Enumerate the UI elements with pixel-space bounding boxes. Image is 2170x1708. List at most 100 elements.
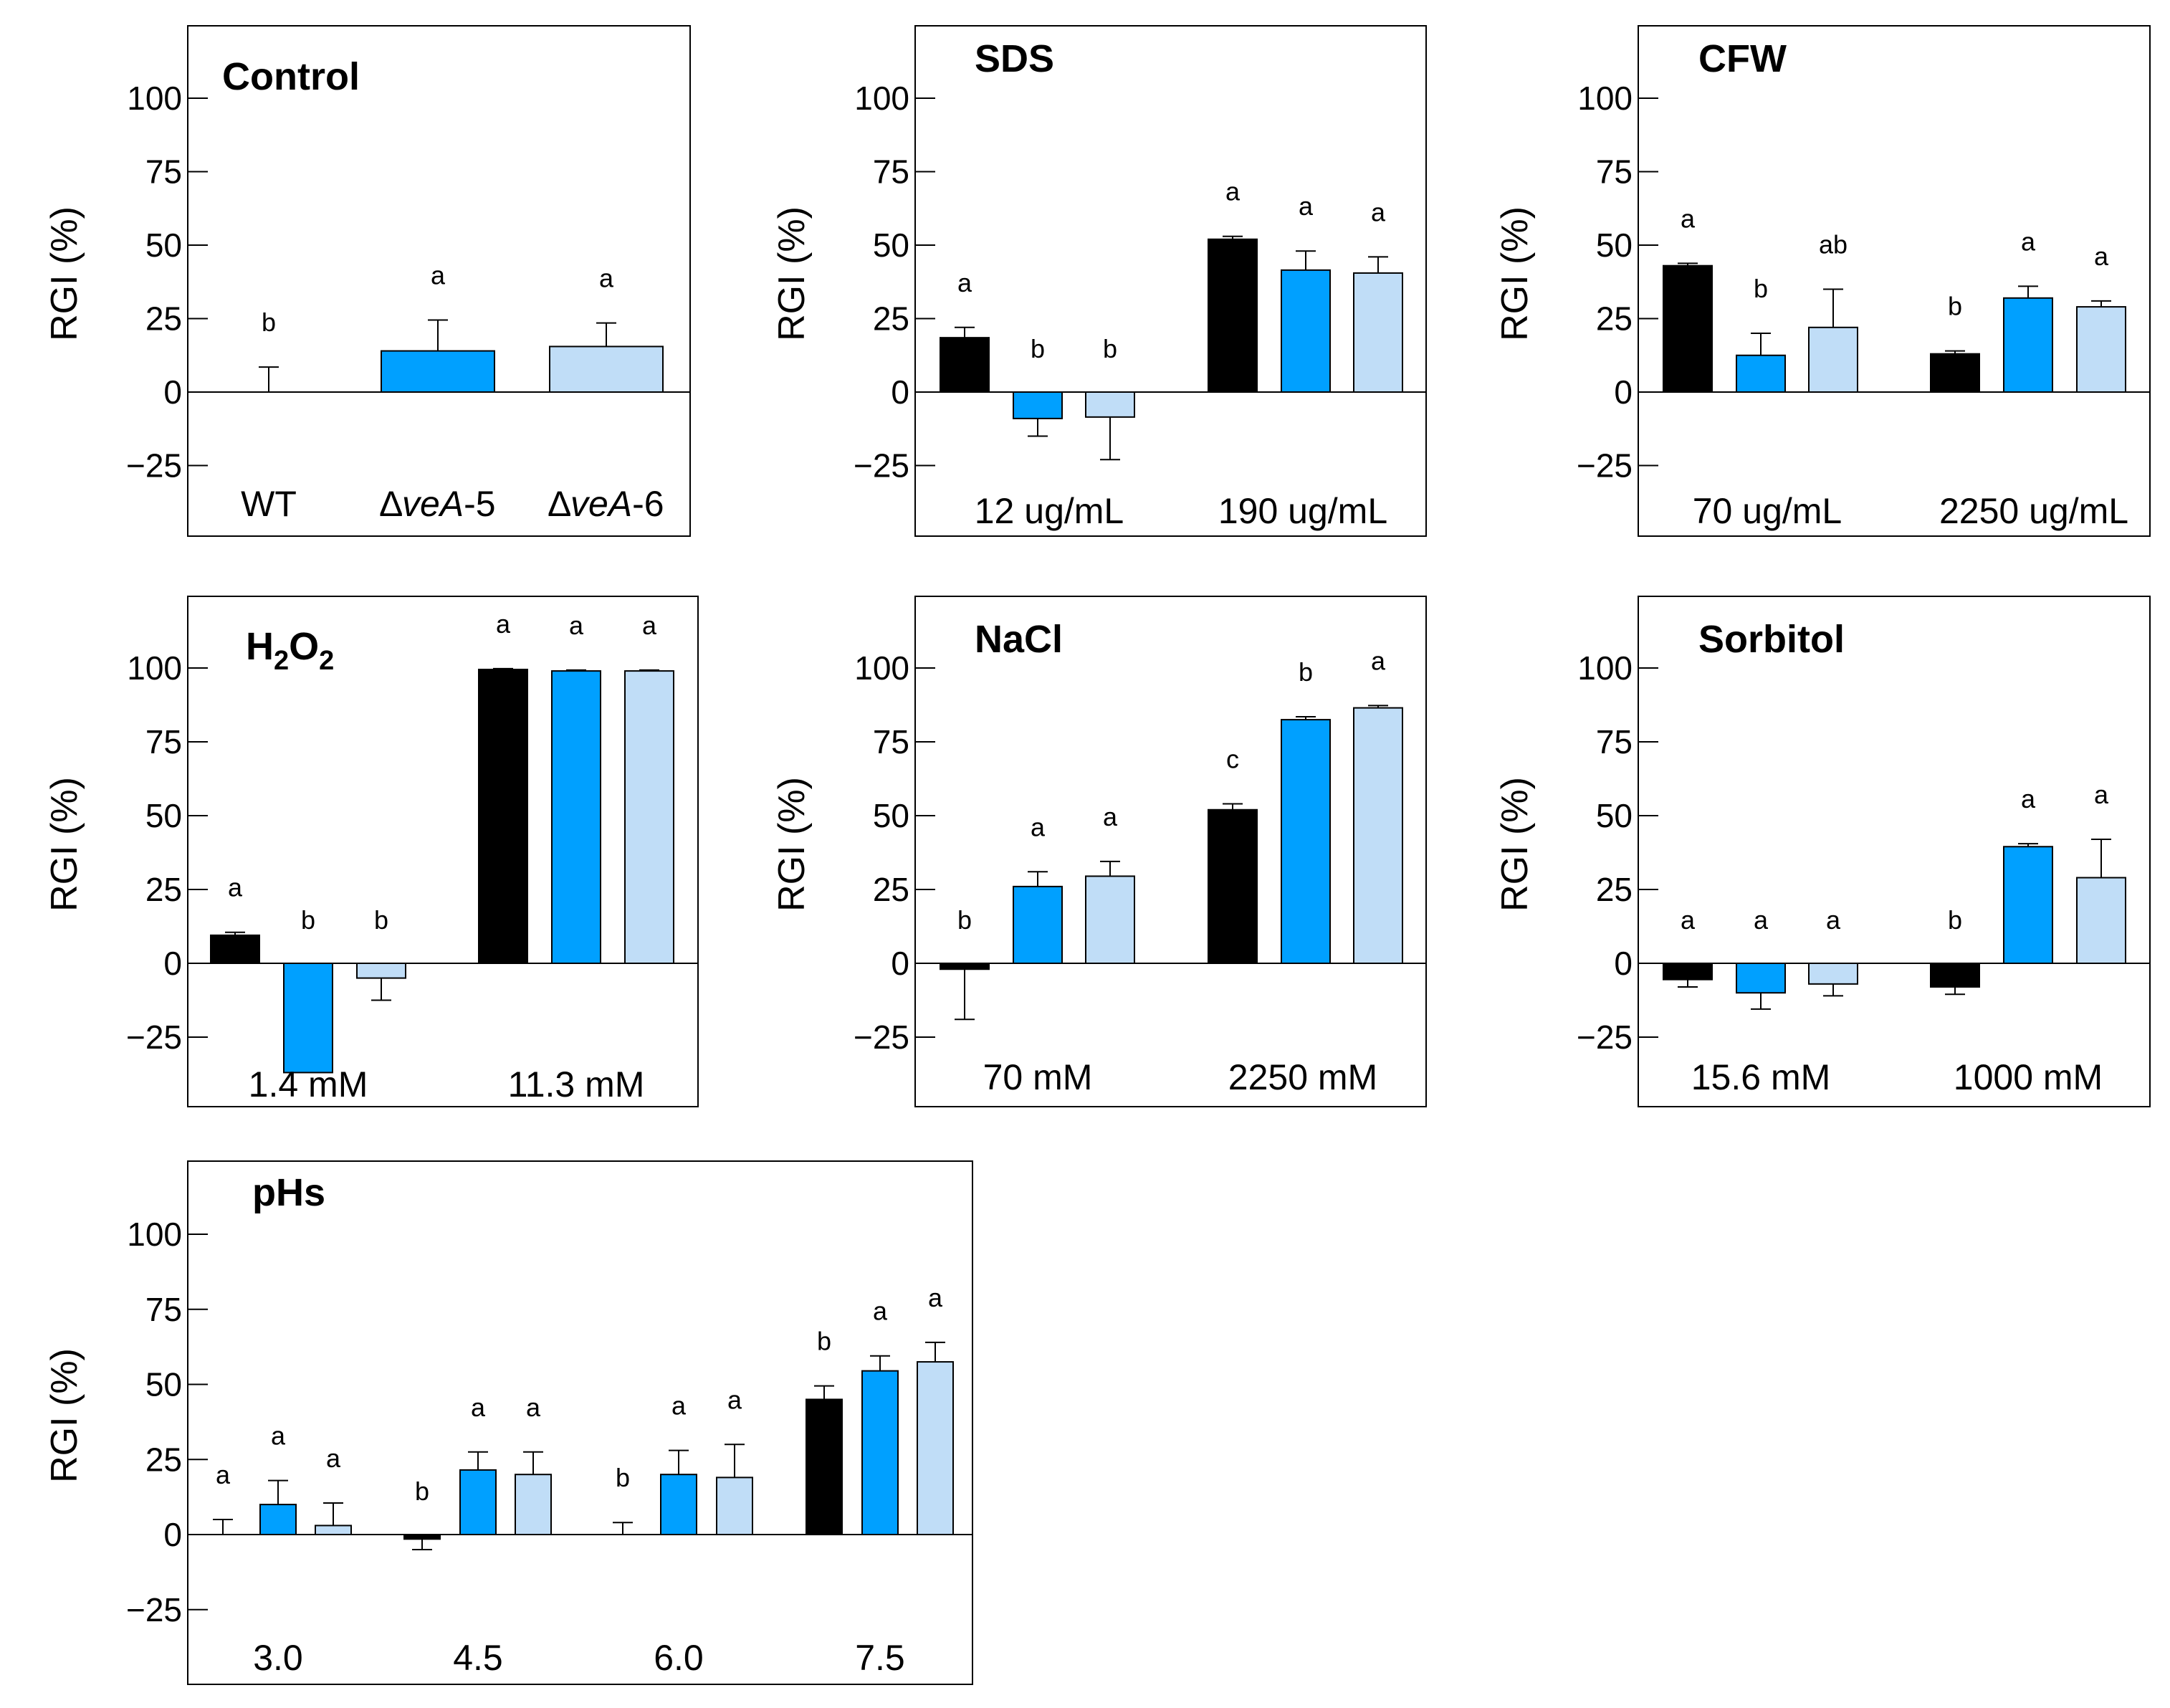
significance-letter: ab (1819, 230, 1848, 259)
bar-veA5 (1281, 719, 1331, 964)
significance-letter: a (2021, 226, 2036, 256)
bar-veA6 (515, 1474, 552, 1535)
plot-frame (187, 596, 699, 1107)
significance-letter: a (1103, 802, 1118, 831)
y-tick-label: 25 (145, 871, 182, 908)
y-tick-label: 0 (163, 373, 182, 411)
chart-panel-4: 100 75 50 25 0 −25 RGI (%) NaCl b a a c b a 70 mM 2250 … (771, 596, 1427, 1107)
y-tick-label: 100 (127, 649, 182, 687)
plot-frame (914, 25, 1427, 537)
bar-veA6 (1353, 707, 1403, 964)
strain-label-part: -6 (632, 484, 664, 524)
significance-letter: a (1225, 177, 1241, 206)
significance-letter: a (2094, 242, 2109, 271)
y-axis-label: RGI (%) (771, 206, 813, 341)
y-tick-label: 75 (1596, 153, 1633, 191)
bar-wt (1930, 353, 1980, 393)
bar-veA5 (459, 1469, 497, 1536)
plot-frame (1638, 25, 2151, 537)
y-tick-label: 100 (1577, 80, 1633, 117)
significance-letter: a (671, 1391, 687, 1421)
bar-wt (478, 669, 528, 964)
bar-veA6 (1808, 326, 1858, 393)
x-category-label: 12 ug/mL (975, 491, 1124, 531)
x-category-label: 7.5 (855, 1638, 905, 1678)
bar-veA6 (1353, 272, 1403, 393)
significance-letter: a (431, 261, 446, 290)
x-category-label: 1000 mM (1954, 1057, 2103, 1097)
significance-letter: b (957, 905, 972, 935)
y-tick-label: −25 (854, 447, 909, 485)
significance-letter: b (616, 1463, 630, 1492)
significance-letter: a (1031, 812, 1046, 841)
bar-veA5 (861, 1370, 899, 1536)
bar-veA5 (381, 350, 495, 393)
bar-wt (940, 963, 990, 970)
significance-letter: a (2021, 784, 2036, 814)
significance-letter: a (1299, 191, 1314, 221)
bar-wt (1663, 264, 1713, 393)
panel-title: CFW (1698, 37, 1787, 80)
x-category-label: 2250 mM (1228, 1057, 1377, 1097)
x-category-label: 2250 ug/mL (1939, 491, 2128, 531)
x-category-label: 190 ug/mL (1218, 491, 1387, 531)
bar-veA6 (315, 1525, 352, 1535)
plot-frame (914, 596, 1427, 1107)
significance-letter: a (1826, 905, 1841, 935)
y-axis-label: RGI (%) (44, 777, 85, 912)
bar-wt (1208, 808, 1258, 965)
y-tick-label: 50 (145, 797, 182, 834)
bar-wt (403, 1534, 441, 1540)
bar-veA5 (660, 1474, 697, 1535)
panel-title-part: H (246, 625, 274, 668)
bar-veA5 (2003, 297, 2053, 393)
bar-veA5 (1013, 391, 1063, 419)
bar-veA6 (2076, 877, 2126, 965)
significance-letter: b (262, 307, 276, 337)
significance-letter: b (1948, 292, 1962, 321)
y-axis-label: RGI (%) (1494, 777, 1536, 912)
bar-wt (1208, 238, 1258, 393)
significance-letter: b (1103, 334, 1117, 363)
significance-letter: a (326, 1444, 341, 1473)
y-tick-label: 100 (1577, 649, 1633, 687)
significance-letter: b (374, 905, 388, 935)
strain-label-part: ∆ (548, 484, 570, 524)
y-tick-label: 0 (163, 945, 182, 982)
y-tick-label: 75 (873, 153, 909, 191)
panel-title-part: O (289, 625, 319, 668)
bar-veA5 (551, 670, 601, 964)
bar-veA6 (1085, 391, 1135, 418)
y-tick-label: −25 (854, 1018, 909, 1056)
y-tick-label: −25 (1577, 447, 1633, 485)
significance-letter: a (1681, 204, 1696, 233)
significance-letter: b (1948, 905, 1962, 935)
y-tick-label: 0 (891, 373, 909, 411)
y-tick-label: 25 (145, 1441, 182, 1478)
significance-letter: a (496, 609, 511, 639)
y-axis-label: RGI (%) (44, 206, 85, 341)
bar-veA6 (917, 1361, 954, 1535)
y-tick-label: 50 (873, 226, 909, 264)
plot-frame (187, 25, 691, 537)
significance-letter: b (415, 1476, 429, 1506)
y-tick-label: −25 (126, 447, 182, 485)
significance-letter: a (216, 1460, 231, 1489)
significance-letter: a (569, 611, 584, 640)
bar-wt (210, 934, 260, 964)
y-tick-label: 50 (145, 226, 182, 264)
y-tick-label: −25 (126, 1591, 182, 1628)
y-tick-label: 100 (854, 80, 909, 117)
panel-title: Control (222, 55, 360, 98)
y-tick-label: 25 (1596, 300, 1633, 338)
panel-title-part: 2 (274, 646, 289, 676)
bar-wt (1663, 963, 1713, 981)
x-category-label: 70 mM (983, 1057, 1093, 1097)
bar-veA6 (356, 963, 406, 979)
significance-letter: a (526, 1393, 541, 1422)
y-tick-label: −25 (1577, 1018, 1633, 1056)
significance-letter: a (599, 264, 614, 293)
